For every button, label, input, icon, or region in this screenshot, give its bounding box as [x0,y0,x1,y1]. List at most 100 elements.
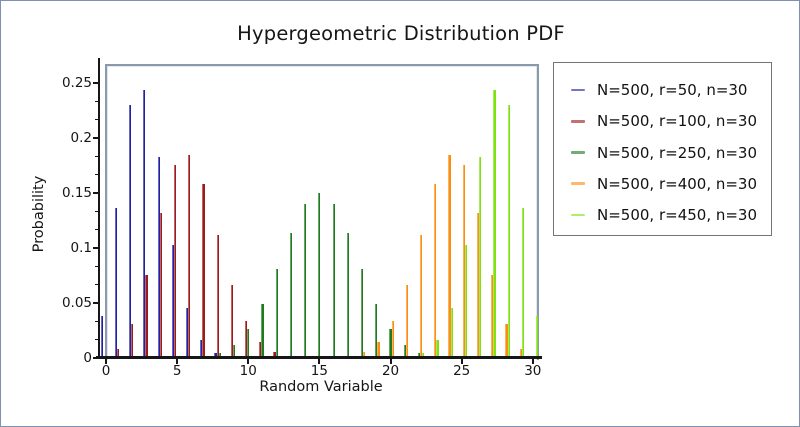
legend-row-3: N=500, r=400, n=30 [554,174,771,193]
bar-r1-x9 [230,285,233,358]
legend-label-4: N=500, r=450, n=30 [597,206,758,224]
y-tick-label-0.2: 0.2 [70,130,92,146]
x-tick-label-10: 10 [239,363,257,379]
legend-row-2: N=500, r=250, n=30 [554,143,771,162]
bar-r3-x28 [505,324,508,358]
y-minor-tick [95,155,100,157]
bar-r2-x10 [247,329,250,358]
bar-r0-x8 [214,352,217,358]
y-major-tick [92,302,100,304]
bar-r1-x2 [131,324,134,358]
bar-r2-x17 [346,232,349,358]
legend-swatch-0 [571,88,585,92]
y-minor-tick [95,320,100,322]
x-tick-label-30: 30 [524,363,542,379]
bar-r2-x11 [261,303,264,358]
bar-r4-x28 [507,104,510,358]
x-tick-label-5: 5 [172,363,182,379]
bar-r1-x3 [145,275,148,358]
legend-swatch-1 [571,119,585,123]
bar-r1-x1 [116,349,120,358]
y-minor-tick [95,284,100,286]
x-tick-25 [460,359,463,364]
y-major-tick [92,357,100,359]
bar-r1-x7 [202,184,205,358]
bar-r4-x22 [422,352,425,358]
bar-r1-x8 [216,235,219,358]
bar-r3-x27 [491,275,494,358]
bar-r0-x0 [100,315,103,358]
bar-r3-x21 [405,285,408,358]
legend-label-0: N=500, r=50, n=30 [597,81,748,99]
bar-r2-x16 [332,203,335,358]
y-major-tick [92,137,100,139]
y-minor-tick [95,229,100,231]
bar-r3-x25 [462,165,465,358]
y-minor-tick [95,100,100,102]
y-major-tick [92,247,100,249]
bar-r2-x12 [275,269,278,358]
y-minor-tick [95,265,100,267]
bar-r3-x18 [363,352,366,358]
plot-frame [105,64,539,360]
y-minor-tick [95,119,100,121]
bar-r0-x7 [200,340,203,358]
legend-label-1: N=500, r=100, n=30 [597,112,758,131]
bar-r2-x8 [218,352,221,358]
bar-r0-x1 [114,207,117,358]
bar-r2-x15 [318,192,321,358]
y-axis-line [98,58,101,358]
bar-r0-x3 [143,89,146,358]
y-major-tick [92,82,100,84]
bar-r1-x12 [273,352,276,358]
legend-row-4: N=500, r=450, n=30 [554,206,771,224]
bar-r0-x5 [171,245,174,358]
bar-r2-x9 [232,344,236,358]
bar-r1-x5 [173,165,177,358]
y-minor-tick [95,210,100,212]
bar-r3-x24 [448,155,451,358]
legend-swatch-4 [571,213,585,217]
x-tick-label-0: 0 [101,363,111,379]
bar-r0-x4 [157,157,160,358]
y-major-tick [92,192,100,194]
bar-r2-x14 [304,203,307,358]
y-minor-tick [95,339,100,341]
bar-r0-x6 [185,308,189,358]
legend-label-3: N=500, r=400, n=30 [597,174,758,193]
bar-r3-x29 [519,349,522,358]
bar-r3-x20 [391,321,394,358]
bar-r3-x19 [377,342,380,358]
y-tick-label-0.15: 0.15 [61,185,92,201]
y-axis-title: Probability [31,175,47,253]
x-axis-title: Random Variable [259,379,383,395]
legend-label-2: N=500, r=250, n=30 [597,143,758,162]
bar-r2-x21 [403,344,406,358]
bar-r0-x2 [129,104,132,358]
x-tick-label-25: 25 [453,363,471,379]
y-tick-label-0.1: 0.1 [70,240,92,256]
bar-r4-x25 [464,245,468,358]
bar-r2-x18 [360,269,364,358]
bar-r1-x10 [245,321,248,358]
y-tick-label-0.05: 0.05 [61,295,92,311]
legend-swatch-2 [571,151,585,154]
bar-r1-x11 [259,342,262,358]
legend-row-0: N=500, r=50, n=30 [554,81,771,99]
bar-r2-x13 [289,232,293,358]
x-tick-15 [318,359,321,364]
bar-r3-x23 [434,184,437,358]
bar-r4-x24 [450,308,453,358]
legend-row-1: N=500, r=100, n=30 [554,112,771,131]
bar-r2-x19 [375,303,378,358]
bar-r2-x20 [389,329,392,358]
x-tick-10 [247,359,250,364]
x-tick-label-15: 15 [310,363,328,379]
bar-r4-x23 [436,340,439,358]
bar-r4-x30 [536,315,539,358]
x-tick-20 [389,359,392,364]
y-minor-tick [95,174,100,176]
y-tick-label-0: 0 [83,350,92,366]
y-tick-label-0.25: 0.25 [61,75,92,91]
x-tick-0 [105,359,107,364]
